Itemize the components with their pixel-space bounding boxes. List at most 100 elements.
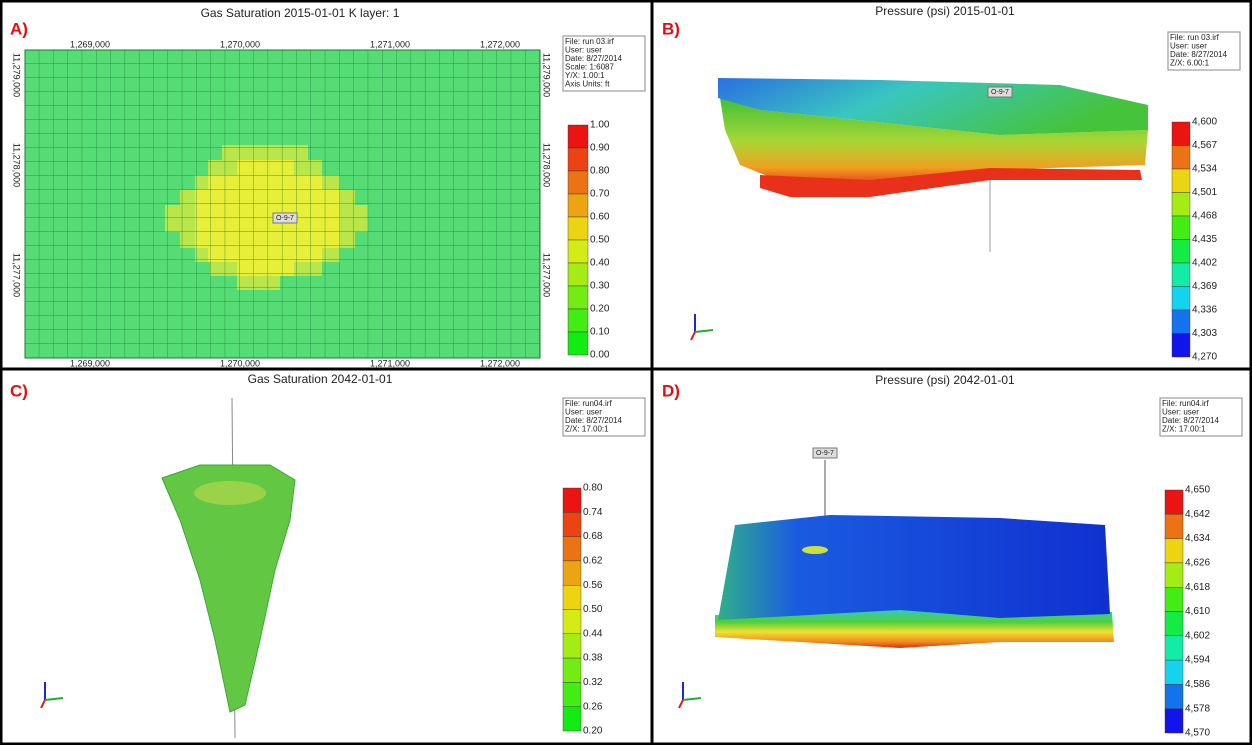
colorbar-segment [568,332,588,355]
panel-title: Pressure (psi) 2042-01-01 [875,373,1015,387]
colorbar-segment [568,194,588,217]
colorbar-segment [568,240,588,263]
colorbar-segment [1165,612,1183,636]
colorbar-segment [563,512,581,536]
colorbar-label: 4,570 [1185,728,1210,739]
colorbar-label: 4,303 [1192,328,1217,339]
axis-icon-y [41,700,45,708]
panel-letter: C) [10,381,28,400]
info-line: Z/X: 17.00:1 [565,425,609,434]
y-axis-label: 11,278,000 [12,143,22,187]
colorbar-label: 0.50 [590,235,610,246]
colorbar-segment [568,125,588,148]
colorbar-segment [563,488,581,512]
y-axis-label: 11,277,000 [542,253,552,297]
colorbar-segment [1172,310,1190,334]
info-line: Z/X: 17.00:1 [1162,425,1206,434]
colorbar-label: 0.40 [590,258,610,269]
colorbar-segment [1165,709,1183,733]
colorbar-label: 4,642 [1185,509,1210,520]
y-axis-label: 11,279,000 [542,53,552,97]
axis-icon-y [691,332,695,340]
y-axis-label: 11,277,000 [12,253,22,297]
colorbar-segment [1172,263,1190,287]
y-axis-label: 11,279,000 [12,53,22,97]
colorbar-segment [1165,660,1183,684]
colorbar-segment [1165,587,1183,611]
colorbar-label: 4,600 [1192,117,1217,128]
x-axis-label: 1,271,000 [370,39,410,49]
panel-letter: A) [10,19,28,38]
colorbar-segment [568,171,588,194]
colorbar-segment [568,217,588,240]
plume-top [194,481,266,505]
panel-letter: B) [662,19,680,38]
colorbar-label: 4,501 [1192,187,1217,198]
colorbar-segment [1165,514,1183,538]
colorbar-label: 0.38 [583,653,603,664]
colorbar-segment [1172,169,1190,193]
colorbar-segment [563,585,581,609]
panel-title: Gas Saturation 2015-01-01 K layer: 1 [201,6,400,20]
plume-top [802,546,828,554]
well-label: O-9-7 [816,450,834,457]
colorbar-label: 0.80 [590,166,610,177]
colorbar-segment [563,634,581,658]
grid [25,50,540,358]
colorbar-segment [563,537,581,561]
colorbar-label: 4,270 [1192,352,1217,363]
colorbar-label: 4,369 [1192,281,1217,292]
x-axis-label: 1,270,000 [220,358,260,368]
colorbar-label: 0.56 [583,580,603,591]
colorbar-segment [1172,287,1190,311]
colorbar-label: 0.00 [590,350,610,361]
colorbar-segment [568,286,588,309]
colorbar-segment [563,610,581,634]
colorbar-label: 0.32 [583,677,603,688]
axis-icon-x [45,698,63,700]
colorbar-segment [563,658,581,682]
colorbar-label: 0.70 [590,189,610,200]
colorbar-label: 0.20 [590,304,610,315]
panel-letter: D) [662,381,680,400]
colorbar-label: 0.20 [583,726,603,737]
panel-title: Pressure (psi) 2015-01-01 [875,4,1015,18]
colorbar-segment [568,263,588,286]
colorbar-segment [1172,240,1190,264]
colorbar-label: 0.80 [583,483,603,494]
info-line: Axis Units: ft [565,80,610,89]
colorbar-label: 4,534 [1192,164,1217,175]
colorbar-label: 0.74 [583,507,603,518]
colorbar-segment [1165,539,1183,563]
x-axis-label: 1,272,000 [480,39,520,49]
figure: Gas Saturation 2015-01-01 K layer: 1A)Fi… [0,0,1252,745]
reservoir-top [718,515,1110,620]
axis-icon-x [683,698,701,700]
colorbar-label: 4,602 [1185,630,1210,641]
colorbar-label: 0.90 [590,143,610,154]
colorbar-label: 0.60 [590,212,610,223]
colorbar-label: 4,468 [1192,211,1217,222]
axis-icon-x [695,330,713,332]
colorbar-segment [1172,216,1190,240]
colorbar-label: 4,567 [1192,140,1217,151]
colorbar-segment [568,309,588,332]
colorbar-label: 0.68 [583,531,603,542]
colorbar-segment [1165,563,1183,587]
colorbar-segment [1165,636,1183,660]
colorbar-label: 4,586 [1185,679,1210,690]
colorbar-segment [1172,193,1190,217]
well-label: O-9-7 [991,89,1009,96]
colorbar-segment [1172,122,1190,146]
axis-icon-y [679,700,683,708]
colorbar-segment [563,707,581,731]
colorbar-label: 4,336 [1192,305,1217,316]
x-axis-label: 1,269,000 [70,39,110,49]
colorbar-label: 0.50 [583,604,603,615]
colorbar-segment [563,561,581,585]
well-label: O-9-7 [276,215,294,222]
colorbar-label: 4,618 [1185,582,1210,593]
colorbar-segment [1172,146,1190,170]
colorbar-segment [1165,684,1183,708]
colorbar-segment [563,682,581,706]
